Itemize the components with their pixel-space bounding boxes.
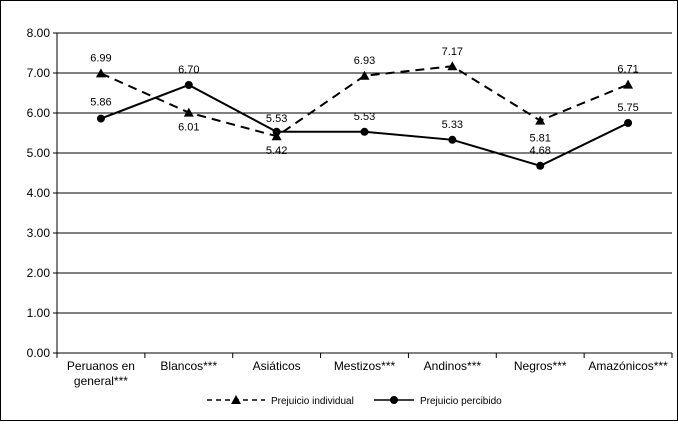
data-point-marker — [623, 79, 634, 89]
data-point-marker — [184, 81, 193, 89]
data-point-marker — [272, 127, 281, 136]
legend-entry: Prejuicio percibido — [374, 396, 502, 407]
data-label: 7.17 — [442, 46, 463, 58]
x-tick-label: Blancos*** — [160, 359, 217, 373]
y-tick-label: 1.00 — [27, 306, 51, 320]
y-tick-label: 7.00 — [27, 66, 51, 80]
data-point-marker — [359, 70, 370, 80]
data-point-marker — [447, 61, 458, 71]
legend-label: Prejuicio individual — [271, 396, 354, 407]
y-tick-label: 4.00 — [27, 186, 51, 200]
data-label: 6.99 — [90, 52, 111, 64]
x-tick-label: Andinos*** — [424, 359, 482, 373]
data-label: 5.81 — [530, 133, 551, 145]
y-tick-label: 6.00 — [27, 106, 51, 120]
x-tick-label: Peruanos en general*** — [67, 359, 135, 388]
data-label: 5.53 — [354, 111, 375, 123]
x-tick-label: Asiáticos — [253, 359, 301, 373]
series-prejuicio-individual: 6.99 6.01 5.42 6.93 7.17 5.81 6.71 — [90, 46, 639, 157]
data-point-marker — [183, 107, 194, 117]
data-label: 5.86 — [90, 97, 111, 109]
x-tick-label: Negros*** — [514, 359, 567, 373]
data-label: 6.70 — [178, 64, 199, 76]
data-point-marker — [96, 114, 105, 123]
series-group: 6.99 6.01 5.42 6.93 7.17 5.81 6.71 5.86 6.70 5.53… — [90, 46, 639, 170]
data-label: 6.01 — [178, 122, 199, 134]
x-axis-ticks: Peruanos en general*** Blancos*** Asiáticos… — [56, 353, 673, 388]
data-label: 4.68 — [530, 145, 551, 157]
data-point-marker — [448, 135, 457, 144]
y-axis-ticks: 0.00 1.00 2.00 3.00 4.00 5.00 6.00 7.00 8.00 — [27, 26, 57, 360]
data-label: 6.93 — [354, 55, 375, 67]
data-point-marker — [536, 161, 545, 170]
data-label: 5.53 — [266, 113, 287, 125]
legend: Prejuicio individual Prejuicio percibido — [207, 395, 502, 407]
y-tick-label: 3.00 — [27, 226, 51, 240]
legend-entry: Prejuicio individual — [207, 395, 354, 407]
legend-marker — [390, 396, 398, 404]
y-tick-label: 0.00 — [27, 346, 51, 360]
data-label: 5.75 — [617, 102, 638, 114]
series-prejuicio-percibido: 5.86 6.70 5.53 5.53 5.33 4.68 5.75 — [90, 64, 639, 170]
data-point-marker — [624, 119, 633, 127]
data-point-marker — [95, 68, 106, 78]
grid-lines — [57, 32, 672, 314]
data-label: 5.33 — [442, 119, 463, 131]
data-label: 6.71 — [617, 64, 638, 76]
y-tick-label: 8.00 — [27, 26, 51, 40]
data-point-marker — [535, 115, 546, 125]
x-tick-label: Mestizos*** — [334, 359, 396, 373]
legend-label: Prejuicio percibido — [420, 396, 502, 407]
data-label: 5.42 — [266, 145, 287, 157]
x-tick-label: Amazónicos*** — [588, 359, 668, 373]
y-tick-label: 5.00 — [27, 146, 51, 160]
data-point-marker — [360, 127, 369, 136]
legend-marker — [231, 395, 241, 404]
y-tick-label: 2.00 — [27, 266, 51, 280]
